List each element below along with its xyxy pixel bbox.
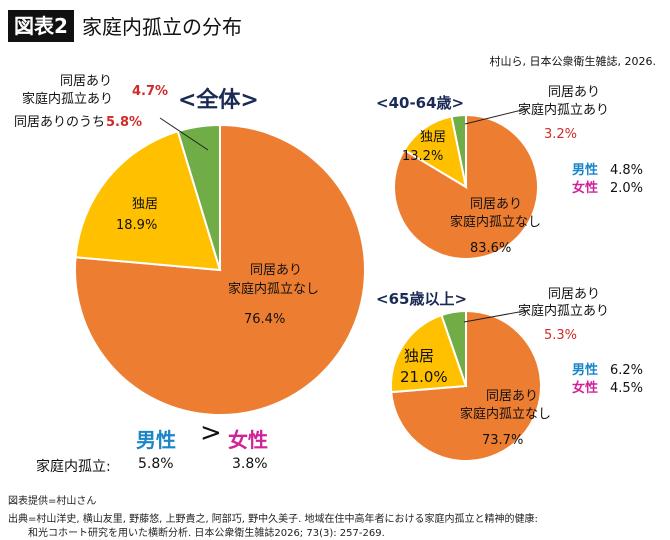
age-65-plus-isolated-label-2: 家庭内孤立あり — [518, 304, 610, 319]
main-female-value: 3.8% — [232, 456, 268, 472]
age-40-64-female-value: 2.0% — [610, 181, 644, 196]
main-isolation-row-label: 家庭内孤立: — [36, 459, 111, 475]
main-note-label: 同居ありのうち — [14, 115, 106, 130]
age-65-plus-isolated-label-1: 同居あり — [548, 287, 601, 302]
greater-than-symbol: > — [200, 418, 222, 448]
image-credit: 図表提供=村山さん — [8, 496, 97, 507]
age-40-64-isolated-label-2: 家庭内孤立あり — [518, 103, 610, 118]
citation: 村山ら, 日本公衆衛生雑誌, 2026. — [489, 55, 656, 68]
age-65-plus-female-label: 女性 — [572, 381, 599, 396]
main-female-label: 女性 — [228, 428, 268, 452]
age-65-plus-title: <65歳以上> — [376, 290, 468, 308]
age-40-64-none-value: 83.6% — [470, 241, 512, 256]
figure-badge: 図表2 — [8, 10, 74, 42]
age-40-64-male-value: 4.8% — [610, 163, 644, 178]
main-none-label-1: 同居あり — [250, 263, 303, 278]
age-40-64-pie-slice-isolated — [450, 113, 467, 188]
age-65-plus-isolated-leader-line — [463, 309, 531, 323]
main-isolated-leader-line — [159, 117, 209, 151]
age-65-plus-none-label-1: 同居あり — [486, 389, 539, 404]
source-line-2: 和光コホート研究を用いた横断分析. 日本公衆衛生雑誌2026; 73(3): 2… — [28, 528, 385, 539]
main-isolated-label-1: 同居あり — [60, 74, 113, 89]
age-65-plus-isolated-value: 5.3% — [544, 328, 578, 343]
main-pie-slice-isolated — [176, 123, 221, 271]
age-40-64-isolated-value: 3.2% — [544, 127, 578, 142]
figure-title: 家庭内孤立の分布 — [82, 15, 242, 39]
main-none-value: 76.4% — [244, 312, 286, 327]
source-line-1: 出典=村山洋史, 横山友里, 野藤悠, 上野貴之, 阿部巧, 野中久美子. 地域… — [8, 514, 538, 525]
age-65-plus-none-label-2: 家庭内孤立なし — [460, 407, 552, 422]
age-40-64-none-label-2: 家庭内孤立なし — [450, 215, 542, 230]
main-none-label-2: 家庭内孤立なし — [228, 282, 320, 297]
main-male-value: 5.8% — [138, 456, 174, 472]
age-65-plus-none-value: 73.7% — [482, 433, 524, 448]
main-isolated-value: 4.7% — [132, 84, 169, 99]
main-male-label: 男性 — [136, 428, 176, 452]
main-alone-label: 独居 — [132, 197, 159, 212]
main-alone-value: 18.9% — [116, 218, 158, 233]
age-40-64-none-label-1: 同居あり — [470, 197, 523, 212]
age-65-plus-female-value: 4.5% — [610, 381, 644, 396]
main-note-value: 5.8% — [106, 115, 143, 130]
age-65-plus-male-label: 男性 — [572, 363, 599, 378]
age-65-plus-male-value: 6.2% — [610, 363, 644, 378]
main-pie-title: <全体> — [178, 88, 259, 113]
age-40-64-isolated-label-1: 同居あり — [548, 85, 601, 100]
age-40-64-alone-label: 独居 — [420, 130, 447, 145]
age-40-64-alone-value: 13.2% — [402, 149, 444, 164]
age-65-plus-pie-slice-isolated — [440, 309, 467, 387]
age-40-64-female-label: 女性 — [572, 181, 599, 196]
age-40-64-title: <40-64歳> — [376, 94, 465, 112]
age-65-plus-alone-label: 独居 — [404, 347, 435, 365]
main-isolated-label-2: 家庭内孤立あり — [22, 92, 114, 107]
age-65-plus-alone-value: 21.0% — [400, 368, 448, 386]
age-40-64-isolated-leader-line — [464, 107, 531, 125]
age-40-64-pie-slice-alone — [402, 115, 468, 190]
main-pie-slice-alone — [74, 130, 222, 272]
age-40-64-male-label: 男性 — [572, 163, 599, 178]
